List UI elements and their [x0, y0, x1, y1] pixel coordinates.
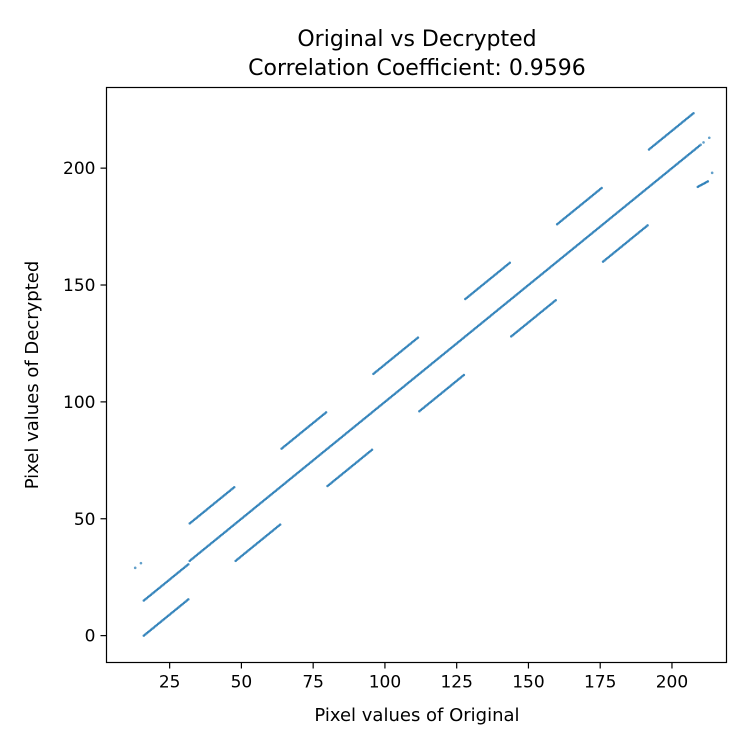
data-point — [462, 373, 466, 377]
data-point — [139, 561, 143, 565]
data-point — [710, 171, 714, 175]
x-tick-label: 175 — [584, 673, 616, 693]
y-tick-label: 200 — [63, 159, 95, 179]
data-point — [187, 598, 190, 601]
x-tick-label: 150 — [512, 673, 544, 693]
x-tick-label: 100 — [369, 673, 401, 693]
plot-frame — [105, 86, 728, 664]
x-tick-label: 50 — [231, 673, 253, 693]
data-point — [508, 261, 512, 265]
data-point — [416, 336, 420, 339]
data-point — [699, 143, 702, 147]
data-point — [600, 186, 603, 190]
data-point — [370, 448, 374, 452]
y-tick-label: 150 — [63, 276, 95, 296]
x-tick-label: 125 — [440, 673, 472, 693]
y-tick-label: 100 — [63, 393, 95, 413]
data-point — [324, 411, 328, 414]
data-point — [692, 111, 695, 115]
data-point — [133, 566, 137, 570]
x-axis-label: Pixel values of Original — [314, 705, 519, 726]
data-point — [278, 523, 282, 526]
data-point — [646, 224, 649, 227]
data-points — [133, 111, 714, 637]
data-point — [232, 485, 236, 489]
data-point — [706, 180, 710, 183]
y-tick-label: 50 — [74, 510, 96, 530]
y-tick-label: 0 — [85, 627, 96, 647]
chart-subtitle: Correlation Coefficient: 0.9596 — [248, 56, 586, 81]
y-axis-label: Pixel values of Decrypted — [22, 261, 43, 490]
x-axis-ticks: 25 50 75 100 125 150 175 200 — [159, 662, 688, 693]
y-axis-ticks: 0 50 100 150 200 — [63, 159, 107, 647]
data-point — [187, 563, 190, 566]
data-point — [707, 136, 711, 140]
data-point — [702, 141, 705, 144]
chart-title: Original vs Decrypted — [297, 27, 536, 52]
x-tick-label: 25 — [159, 673, 181, 693]
data-point — [554, 298, 557, 302]
x-tick-label: 200 — [656, 673, 688, 693]
x-tick-label: 75 — [302, 673, 324, 693]
